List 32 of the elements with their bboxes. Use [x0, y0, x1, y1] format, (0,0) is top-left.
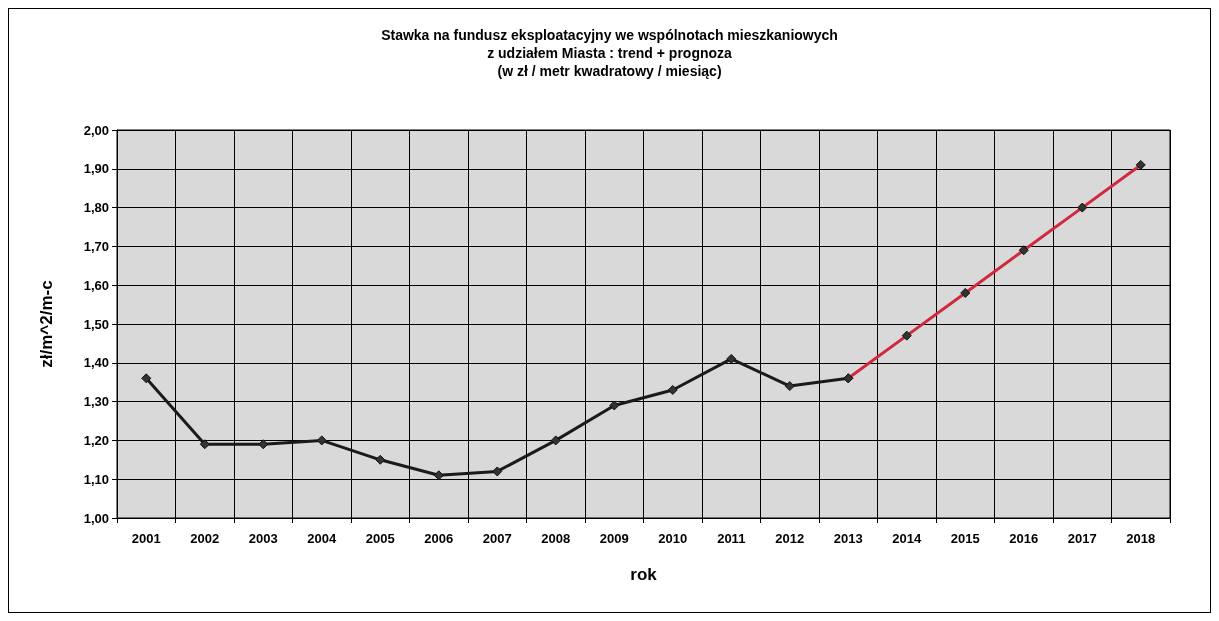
y-tick-label: 1,40	[83, 355, 109, 371]
x-tick-label: 2004	[307, 531, 337, 546]
y-tick-label: 1,90	[83, 161, 109, 177]
x-tick-label: 2003	[248, 531, 278, 546]
chart-title: Stawka na fundusz eksploatacyjny we wspólnotach mieszkaniowych z udziałem Miasta : trend + prognoza (w zł / metr kwadratowy / miesiąc)	[381, 27, 838, 79]
y-tick-label: 1,70	[83, 238, 109, 254]
x-tick-label: 2001	[131, 531, 161, 546]
y-tick-label: 1,20	[83, 432, 109, 448]
x-tick-label: 2012	[775, 531, 805, 546]
x-tick-label: 2006	[424, 531, 454, 546]
x-tick-label: 2009	[599, 531, 629, 546]
x-tick-label: 2010	[658, 531, 688, 546]
y-tick-label: 2,00	[83, 122, 109, 138]
y-axis-title: zł/m^2/m-c	[37, 280, 56, 368]
x-tick-label: 2016	[1009, 531, 1039, 546]
y-tick-label: 1,10	[83, 471, 109, 487]
x-tick-label: 2002	[190, 531, 220, 546]
y-tick-label: 1,30	[83, 394, 109, 410]
y-tick-label: 1,50	[83, 316, 109, 332]
x-tick-label: 2005	[365, 531, 395, 546]
y-tick-label: 1,60	[83, 277, 109, 293]
y-tick-label: 1,00	[83, 510, 109, 526]
x-tick-label: 2013	[833, 531, 863, 546]
x-axis-title: rok	[630, 565, 658, 584]
x-tick-label: 2017	[1067, 531, 1097, 546]
x-tick-label: 2008	[541, 531, 571, 546]
x-tick-label: 2015	[950, 531, 980, 546]
x-tick-label: 2014	[892, 531, 922, 546]
y-tick-label: 1,80	[83, 200, 109, 216]
x-tick-label: 2007	[482, 531, 512, 546]
x-tick-label: 2011	[717, 531, 746, 546]
x-tick-label: 2018	[1126, 531, 1156, 546]
